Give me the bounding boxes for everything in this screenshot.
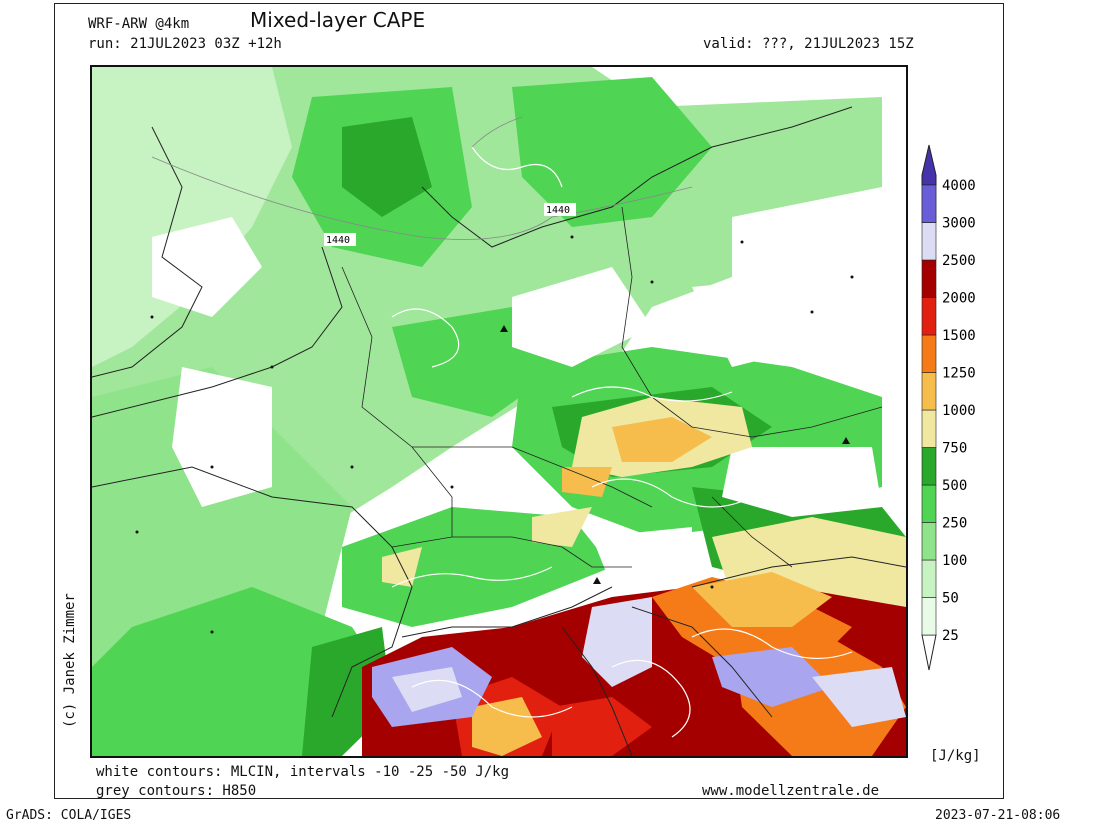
peak-markers	[500, 325, 850, 584]
coastlines	[92, 106, 906, 756]
contour-label: 1440	[326, 235, 350, 246]
mlcin-contours	[391, 146, 853, 738]
white-contours-note: white contours: MLCIN, intervals -10 -25…	[96, 764, 510, 780]
figure-frame	[54, 3, 1004, 799]
cape-fill-none	[152, 187, 892, 587]
timestamp-label: 2023-07-21-08:06	[935, 808, 1061, 823]
model-label: WRF-ARW @4km	[88, 16, 190, 32]
contour-label: 1440	[546, 205, 570, 216]
credit-label: (c) Janek Zimmer	[62, 593, 78, 728]
website-label: www.modellzentrale.de	[702, 783, 880, 799]
grey-contours-note: grey contours: H850	[96, 783, 257, 799]
cape-map: 1440 1440	[90, 65, 908, 758]
h850-contours	[151, 116, 693, 240]
map-canvas: 1440 1440	[92, 67, 906, 756]
country-borders	[341, 206, 883, 568]
grads-label: GrADS: COLA/IGES	[6, 808, 132, 823]
map-title: Mixed-layer CAPE	[250, 8, 426, 32]
city-markers	[135, 235, 854, 634]
colorbar-unit: [J/kg]	[930, 748, 981, 764]
valid-label: valid: ???, 21JUL2023 15Z	[703, 36, 914, 52]
run-label: run: 21JUL2023 03Z +12h	[88, 36, 282, 52]
